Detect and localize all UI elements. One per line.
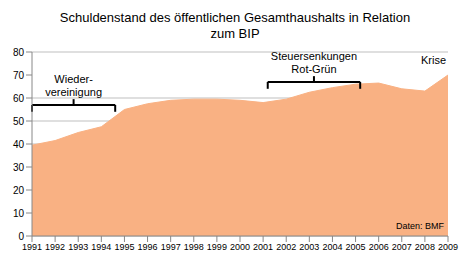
svg-text:2003: 2003	[299, 242, 319, 252]
svg-text:1996: 1996	[138, 242, 158, 252]
svg-text:1994: 1994	[91, 242, 111, 252]
svg-text:40: 40	[13, 139, 25, 150]
svg-text:10: 10	[13, 208, 25, 219]
svg-text:1992: 1992	[45, 242, 65, 252]
svg-text:2002: 2002	[276, 242, 296, 252]
svg-text:2009: 2009	[438, 242, 458, 252]
svg-text:30: 30	[13, 162, 25, 173]
html-text:Schuldenstand des öffentlichen: Schuldenstand des öffentlichen Gesamthau…	[59, 10, 411, 41]
svg-text:70: 70	[13, 70, 25, 81]
svg-text:2008: 2008	[415, 242, 435, 252]
svg-text:60: 60	[13, 93, 25, 104]
svg-text:50: 50	[13, 116, 25, 127]
svg-text:80: 80	[13, 47, 25, 58]
svg-text:2000: 2000	[230, 242, 250, 252]
svg-text:Krise: Krise	[421, 54, 446, 66]
svg-text:1999: 1999	[207, 242, 227, 252]
svg-text:2006: 2006	[369, 242, 389, 252]
svg-text:1997: 1997	[161, 242, 181, 252]
svg-text:Daten: BMF: Daten: BMF	[396, 221, 445, 231]
svg-text:1993: 1993	[68, 242, 88, 252]
svg-text:Wieder-vereinigung: Wieder-vereinigung	[45, 73, 102, 98]
svg-text:1995: 1995	[114, 242, 134, 252]
svg-text:1991: 1991	[22, 242, 42, 252]
svg-text:2004: 2004	[322, 242, 342, 252]
svg-text:2005: 2005	[346, 242, 366, 252]
svg-text:20: 20	[13, 185, 25, 196]
svg-text:2001: 2001	[253, 242, 273, 252]
svg-text:1998: 1998	[184, 242, 204, 252]
svg-text:SteuersenkungenRot-Grün: SteuersenkungenRot-Grün	[271, 50, 357, 75]
svg-text:2007: 2007	[392, 242, 412, 252]
svg-text:0: 0	[18, 231, 24, 242]
